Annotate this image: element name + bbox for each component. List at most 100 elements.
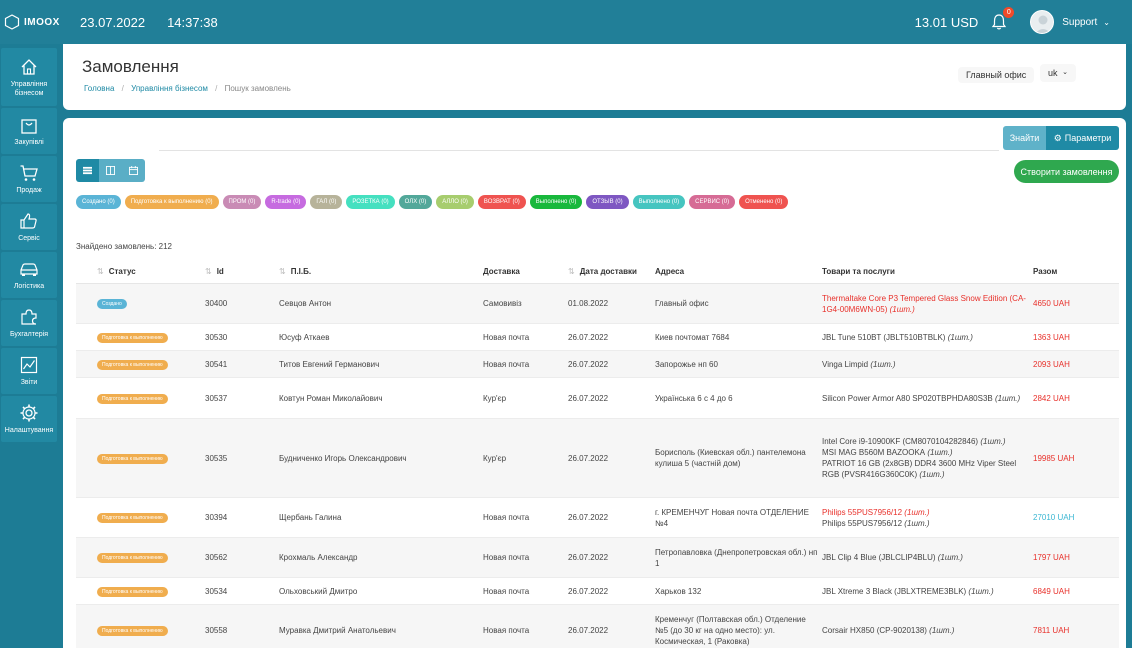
header-sum[interactable]: Разом <box>1033 267 1058 276</box>
search-input-underline[interactable] <box>159 150 999 151</box>
header-date[interactable]: ⇅ Дата доставки <box>567 267 653 276</box>
table-row[interactable]: Подготовка к выполнению 30394 Щербань Гали… <box>76 498 1119 538</box>
cell-id[interactable]: 30537 <box>205 393 228 403</box>
header-date-label: Дата доставки <box>579 267 637 276</box>
language-selector[interactable]: uk ⌄ <box>1040 64 1076 82</box>
cell-id[interactable]: 30400 <box>205 299 228 308</box>
cell-date: 26.07.2022 <box>568 513 609 522</box>
filter-pill[interactable]: РОЗЕТКА (0) <box>346 195 395 209</box>
filter-pill[interactable]: Отменено (0) <box>739 195 789 209</box>
table-header: ⇅ Статус ⇅ Id ⇅ П.І.Б. Доставка ⇅ Дата доста… <box>76 260 1119 284</box>
table-row[interactable]: Создано 30400 Севцов Антон Самовивіз 01.08.2… <box>76 284 1119 324</box>
current-time: 14:37:38 <box>167 14 218 30</box>
sidebar-item-logistics[interactable]: Логістика <box>1 252 57 298</box>
header-status[interactable]: ⇅ Статус <box>76 267 195 276</box>
goods-item[interactable]: PATRIOT 16 GB (2x8GB) DDR4 3600 MHz Vipe… <box>822 458 1029 480</box>
goods-item[interactable]: MSI MAG B560M BAZOOKA (1шт.) <box>822 447 1029 458</box>
goods-item[interactable]: Thermaltake Core P3 Tempered Glass Snow … <box>822 293 1029 315</box>
header-name[interactable]: ⇅ П.І.Б. <box>277 267 483 276</box>
sidebar-item-purchases[interactable]: Закупівлі <box>1 108 57 154</box>
sidebar-item-sales[interactable]: Продаж <box>1 156 57 202</box>
table-row[interactable]: Подготовка к выполнению 30535 Будниченко И… <box>76 419 1119 498</box>
cell-id[interactable]: 30535 <box>205 453 228 463</box>
filter-pill[interactable]: СЕРВИС (0) <box>689 195 736 209</box>
goods-item[interactable]: Silicon Power Armor A80 SP020TBPHDA80S3B… <box>822 393 1029 404</box>
sidebar-item-accounting[interactable]: Бухгалтерія <box>1 300 57 346</box>
goods-item[interactable]: Intel Core i9-10900KF (CM8070104282846) … <box>822 436 1029 447</box>
goods-item[interactable]: Philips 55PUS7956/12 (1шт.) <box>822 507 1029 518</box>
cell-id[interactable]: 30530 <box>205 332 228 342</box>
filter-pill[interactable]: ПРОМ (0) <box>222 195 262 209</box>
filter-pill[interactable]: Выполнено (0) <box>632 195 686 209</box>
sidebar-item-service[interactable]: Сервіс <box>1 204 57 250</box>
find-button[interactable]: Знайти <box>1003 126 1046 150</box>
calendar-view-button[interactable] <box>122 159 145 182</box>
cell-id[interactable]: 30394 <box>205 513 228 522</box>
filter-pill[interactable]: ВОЗВРАТ (0) <box>477 195 526 209</box>
cell-sum: 6849 UAH <box>1033 586 1070 596</box>
header-id[interactable]: ⇅ Id <box>195 267 277 276</box>
logo[interactable]: IMOOX <box>4 14 64 30</box>
user-name[interactable]: Support <box>1062 16 1098 28</box>
breadcrumb-home-link[interactable]: Головна <box>84 84 115 93</box>
table-row[interactable]: Подготовка к выполнению 30558 Муравка Дмит… <box>76 605 1119 648</box>
cell-sum: 2842 UAH <box>1033 393 1070 403</box>
filter-pill[interactable]: Выполнено (0) <box>529 195 583 209</box>
sort-icon: ⇅ <box>97 267 104 276</box>
goods-name: PATRIOT 16 GB (2x8GB) DDR4 3600 MHz Vipe… <box>822 459 1017 479</box>
filter-pill[interactable]: Создано (0) <box>76 195 121 209</box>
sidebar-item-reports[interactable]: Звіти <box>1 348 57 394</box>
filter-pill[interactable]: АЛЛО (0) <box>436 195 474 209</box>
filter-pill[interactable]: ГАЛ (0) <box>310 195 343 209</box>
table-row[interactable]: Подготовка к выполнению 30537 Ковтун Роман… <box>76 378 1119 419</box>
filter-pill[interactable]: Подготовка к выполнению (0) <box>124 195 219 209</box>
notifications-button[interactable]: 0 <box>990 7 1015 31</box>
sidebar-item-business[interactable]: Управління бізнесом <box>1 48 57 106</box>
status-badge: Подготовка к выполнению <box>97 553 168 563</box>
breadcrumb-current: Пошук замовлень <box>224 84 291 93</box>
address-line: Харьков 132 <box>655 586 702 596</box>
goods-item[interactable]: JBL Xtreme 3 Black (JBLXTREME3BLK) (1шт.… <box>822 586 1029 597</box>
user-menu-chevron-icon[interactable]: ⌄ <box>1103 17 1110 27</box>
address-line: Киев почтомат 7684 <box>655 332 730 342</box>
header-delivery[interactable]: Доставка <box>483 267 520 276</box>
filter-pill[interactable]: ОТЗЫВ (0) <box>586 195 629 209</box>
goods-name: Philips 55PUS7956/12 <box>822 518 903 528</box>
cell-id[interactable]: 30558 <box>205 626 228 635</box>
goods-item[interactable]: JBL Tune 510BT (JBLT510BTBLK) (1шт.) <box>822 332 1029 343</box>
sidebar: Управління бізнесом Закупівлі Продаж Сер… <box>0 48 58 444</box>
cell-sum: 1797 UAH <box>1033 553 1070 562</box>
create-order-button[interactable]: Створити замовлення <box>1014 160 1119 183</box>
table-row[interactable]: Подготовка к выполнению 30534 Ольховський … <box>76 578 1119 605</box>
goods-name: Intel Core i9-10900KF (CM8070104282846) <box>822 437 979 446</box>
goods-name: Silicon Power Armor A80 SP020TBPHDA80S3B <box>822 393 993 403</box>
sidebar-item-settings[interactable]: Налаштування <box>1 396 57 442</box>
list-view-button[interactable] <box>76 159 99 182</box>
cell-delivery: Новая почта <box>483 586 530 596</box>
header-address[interactable]: Адреса <box>655 267 685 276</box>
filter-pill[interactable]: ОЛХ (0) <box>398 195 433 209</box>
cell-id[interactable]: 30562 <box>205 553 228 562</box>
avatar[interactable] <box>1030 10 1055 34</box>
goods-item[interactable]: Philips 55PUS7956/12 (1шт.) <box>822 518 1029 529</box>
header-goods[interactable]: Товари та послуги <box>822 267 895 276</box>
table-row[interactable]: Подготовка к выполнению 30562 Крохмаль Але… <box>76 538 1119 578</box>
office-selector[interactable]: Главный офис <box>958 67 1035 83</box>
table-row[interactable]: Подготовка к выполнению 30541 Титов Евгени… <box>76 351 1119 378</box>
gear-icon <box>20 404 38 422</box>
parameters-button[interactable]: ⚙ Параметри <box>1046 126 1119 150</box>
orders-table: ⇅ Статус ⇅ Id ⇅ П.І.Б. Доставка ⇅ Дата доста… <box>76 260 1119 648</box>
goods-item[interactable]: Vinga Limpid (1шт.) <box>822 359 1029 370</box>
cell-goods: Philips 55PUS7956/12 (1шт.) Philips 55PUS… <box>820 507 1031 529</box>
cell-id[interactable]: 30534 <box>205 586 228 596</box>
filter-pill[interactable]: R-trade (0) <box>265 195 307 209</box>
cell-date: 26.07.2022 <box>568 332 609 342</box>
columns-view-button[interactable] <box>99 159 122 182</box>
goods-item[interactable]: JBL Clip 4 Blue (JBLCLIP4BLU) (1шт.) <box>822 552 1029 563</box>
cell-address: Главный офис <box>653 298 820 309</box>
goods-item[interactable]: Corsair HX850 (CP-9020138) (1шт.) <box>822 625 1029 636</box>
address-line: Кременчуг (Полтавская обл.) Отделение №5… <box>655 615 806 646</box>
breadcrumb-business-link[interactable]: Управління бізнесом <box>131 84 208 93</box>
cell-id[interactable]: 30541 <box>205 359 228 369</box>
table-row[interactable]: Подготовка к выполнению 30530 Юсуф Аткаев Н… <box>76 324 1119 351</box>
